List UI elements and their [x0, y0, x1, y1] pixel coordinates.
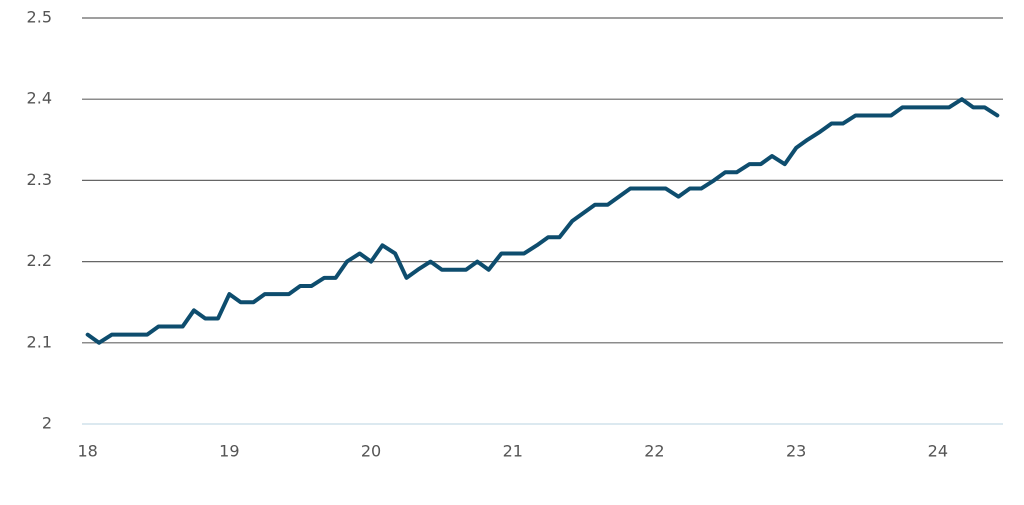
- y-tick-label: 2.2: [27, 251, 52, 270]
- x-tick-label: 21: [503, 442, 523, 461]
- y-tick-label: 2: [42, 414, 52, 433]
- x-tick-label: 20: [361, 442, 381, 461]
- x-tick-label: 19: [219, 442, 239, 461]
- x-tick-label: 23: [786, 442, 806, 461]
- y-tick-label: 2.4: [27, 89, 52, 108]
- data-line: [85, 97, 1000, 345]
- x-tick-label: 24: [928, 442, 948, 461]
- y-tick-label: 2.5: [27, 8, 52, 27]
- y-tick-label: 2.3: [27, 170, 52, 189]
- y-tick-label: 2.1: [27, 332, 52, 351]
- x-tick-label: 22: [644, 442, 664, 461]
- x-tick-label: 18: [77, 442, 97, 461]
